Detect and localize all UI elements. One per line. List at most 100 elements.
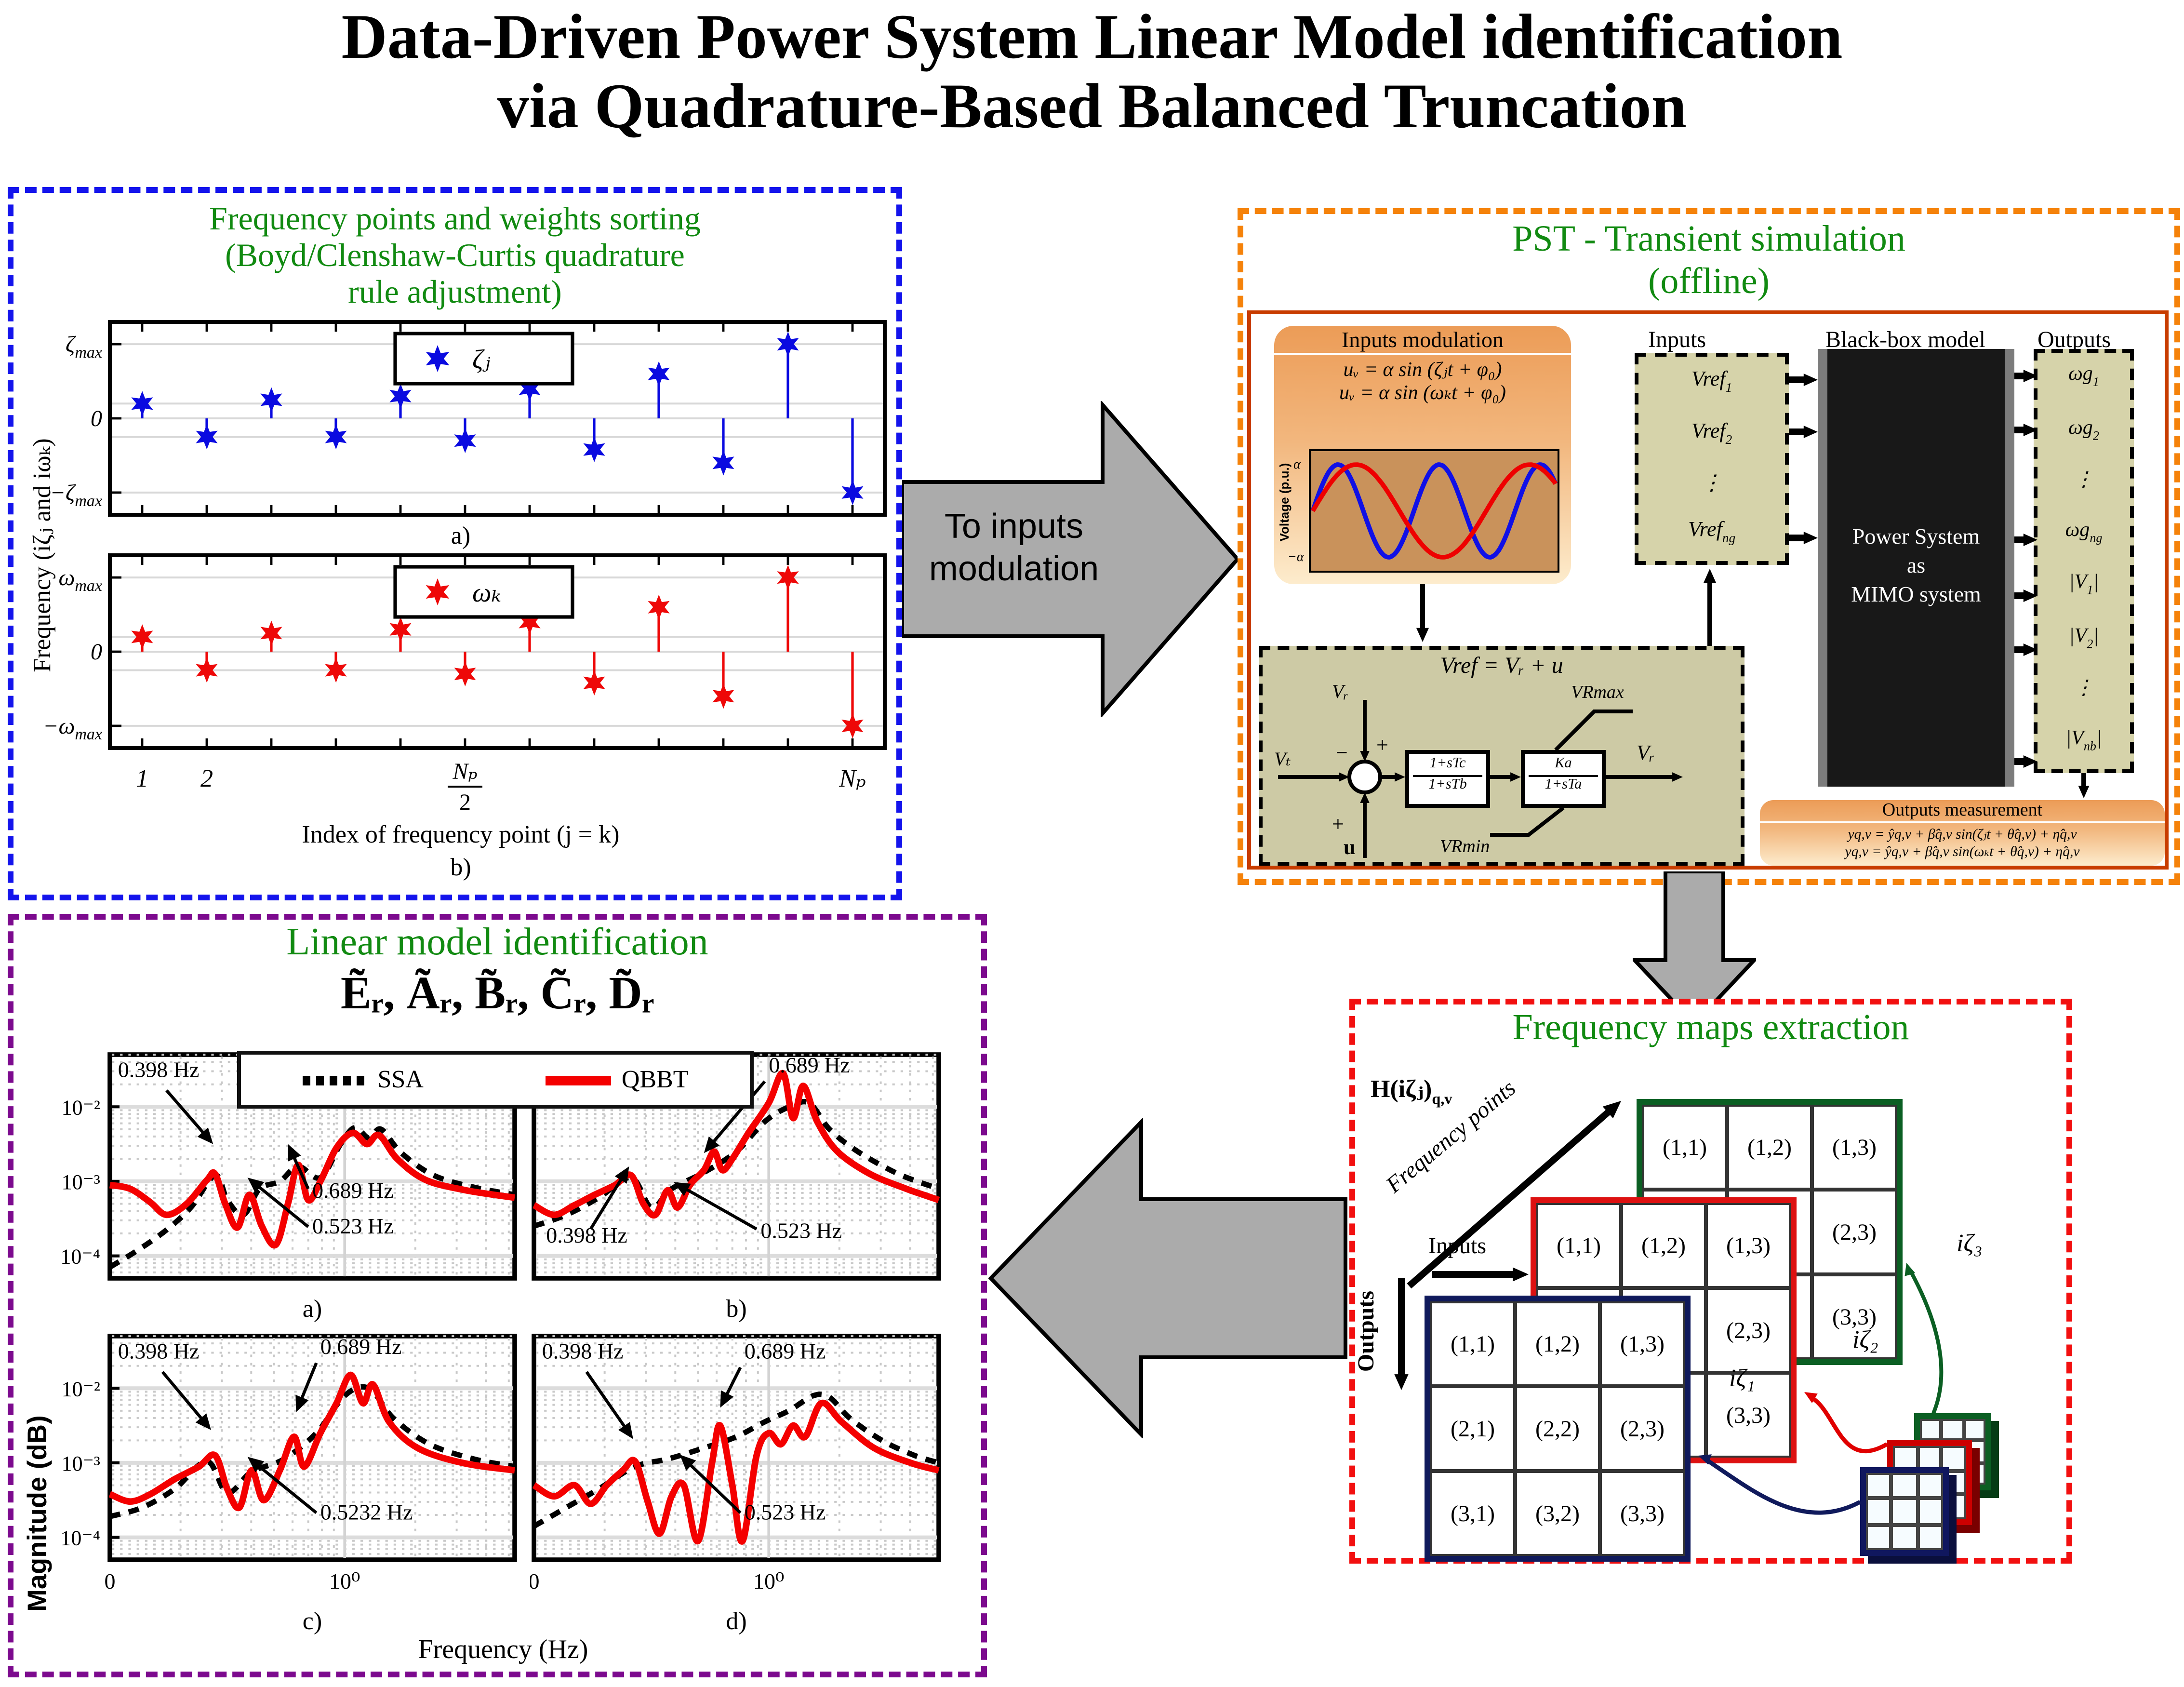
- zeta3-matrix-cell-5: (2,3): [1812, 1190, 1897, 1274]
- annotation-arrow: [254, 1183, 309, 1228]
- zeta3-matrix-cell-0: (1,1): [1642, 1105, 1727, 1190]
- xtick-label: 2: [200, 765, 213, 792]
- legend-label: ζⱼ: [472, 345, 491, 375]
- avr-vrmin-label: VRmin: [1440, 839, 1490, 858]
- ident-xlabel: Frequency (Hz): [418, 1637, 588, 1666]
- zeta1-matrix-cell-4: (2,2): [1515, 1386, 1600, 1471]
- output-item-2: ⋮: [2074, 471, 2094, 493]
- izeta1-curve: [1705, 1458, 1862, 1515]
- input-to-blackbox-arrow-head: [1803, 531, 1818, 545]
- ytick-label: −ωmax: [43, 713, 102, 743]
- stem-marker: [196, 424, 218, 450]
- pst-inner-box: Inputs Black-box model Outputs Inputs mo…: [1247, 310, 2169, 870]
- output-item-5: |V2|: [2069, 626, 2099, 652]
- stem-marker: [131, 391, 153, 416]
- zeta2-matrix-cell-5: (2,3): [1706, 1288, 1791, 1373]
- stem-plot-zeta: ζmax 0 −ζmax ζⱼ: [50, 320, 887, 517]
- stem-marker: [454, 661, 476, 686]
- tf1-to-tf2-head: [1510, 772, 1521, 782]
- ssa-line-sample: [302, 1075, 368, 1084]
- u-arrow-head: [1360, 792, 1370, 803]
- annotation-label: 0.523 Hz: [760, 1218, 842, 1243]
- stem-marker: [519, 376, 541, 402]
- bode-plot-d: 0.398 Hz 0.689 Hz 0.523 Hz 0 10⁰: [530, 1334, 941, 1593]
- maps-arrows-overlay: [1394, 1101, 1944, 1515]
- annotation-arrow-head: [195, 1413, 211, 1430]
- zeta3-matrix-cell-8: (3,3): [1812, 1274, 1897, 1359]
- stem-marker: [260, 387, 282, 413]
- input-to-blackbox-arrow-head: [1803, 373, 1818, 387]
- stem-plot-omega: ωmax 0 −ωmax ωₖ 1 2 Nₚ 2 Nₚ: [43, 553, 887, 815]
- bode-ytick: 10⁻³: [62, 1170, 100, 1194]
- ident-panel: Linear model identification Ẽᵣ, Ãᵣ, B̃ᵣ,…: [8, 914, 987, 1677]
- qbbt-line-sample: [546, 1075, 612, 1084]
- bode-legend: SSA QBBT: [237, 1051, 754, 1109]
- zeta1-matrix-cell-7: (3,2): [1515, 1471, 1600, 1556]
- ident-matrices-line: Ẽᵣ, Ãᵣ, B̃ᵣ, C̃ᵣ, D̃ᵣ: [340, 970, 654, 1020]
- avr-vr-out-label: Vᵣ: [1637, 742, 1655, 765]
- bode-ytick: 10⁻²: [62, 1377, 100, 1401]
- annotation-label: 0.5232 Hz: [320, 1500, 413, 1524]
- bode-xtick-1: 10⁰: [329, 1569, 360, 1593]
- annotation-label: 0.523 Hz: [745, 1500, 826, 1524]
- ytick-label: ωmax: [58, 565, 102, 595]
- arrow-label-l2: modulation: [929, 549, 1099, 588]
- annotation-arrow: [291, 1152, 310, 1190]
- stem-b-label: b): [450, 852, 471, 881]
- to-inputs-modulation-label: To inputs modulation: [906, 505, 1122, 590]
- annotation-arrow: [686, 1460, 742, 1514]
- izeta2-head: [1804, 1392, 1818, 1403]
- pst-connector-arrows: [1416, 369, 2090, 798]
- sorting-title-l3: rule adjustment): [348, 274, 562, 310]
- mini-grid-cell: [1917, 1446, 1942, 1471]
- zeta1-matrix-cell-5: (2,3): [1600, 1386, 1685, 1471]
- vr-top-arrow-head: [1360, 751, 1370, 762]
- mini-grid-cell: [1866, 1473, 1892, 1499]
- input-to-blackbox-arrow-head: [1803, 425, 1818, 439]
- annotation-arrow-head: [614, 1166, 629, 1184]
- sorting-title-l1: Frequency points and weights sorting: [209, 201, 701, 237]
- blackbox-left-strip: [1818, 349, 1827, 787]
- outputs-measurement-box: Outputs measurement yq,v = ŷq,v + β̂q,v …: [1760, 800, 2165, 866]
- zeta1-matrix: (1,1) (1,2) (1,3) (2,1) (2,2) (2,3) (3,1) (3,2)…: [1425, 1296, 1691, 1562]
- bode-c-label: c): [302, 1606, 322, 1635]
- stem-marker: [131, 624, 153, 650]
- avr-tf2-num: Ka: [1529, 755, 1598, 776]
- ident-title: Linear model identification: [286, 922, 708, 964]
- zeta1-matrix-cell-2: (1,3): [1600, 1301, 1685, 1386]
- zeta3-matrix-cell-1: (1,2): [1727, 1105, 1812, 1190]
- stem-marker: [389, 617, 412, 642]
- stem-marker: [519, 609, 541, 635]
- zeta2-matrix-cell-8: (3,3): [1706, 1373, 1791, 1458]
- pst-title: PST - Transient simulation (offline): [1243, 220, 2174, 305]
- sorting-title: Frequency points and weights sorting (Bo…: [13, 201, 896, 310]
- zeta2-matrix-cell-2: (1,3): [1706, 1203, 1791, 1288]
- zeta1-matrix-cell-3: (2,1): [1430, 1386, 1515, 1471]
- avr-to-inputs-arrow-head: [1703, 569, 1717, 583]
- mini-grid-cell: [1891, 1524, 1918, 1550]
- annotation-label: 0.689 Hz: [312, 1178, 394, 1203]
- modulation-sine-plot: [1309, 449, 1559, 573]
- bode-a-label: a): [302, 1294, 322, 1323]
- maps-panel: Frequency maps extraction H(iζⱼ)q,v Freq…: [1349, 999, 2072, 1564]
- ytick-label: −ζmax: [50, 480, 102, 510]
- mini-grid-2: [1860, 1467, 1949, 1556]
- blackbox-column-label: Black-box model: [1825, 326, 1985, 353]
- legend-qbbt-label: QBBT: [621, 1064, 689, 1093]
- vref-item-2: ⋮: [1701, 472, 1722, 496]
- blackbox-to-output-arrow-head: [2023, 755, 2038, 768]
- stem-marker: [583, 670, 605, 696]
- annotation-arrow-head: [247, 1457, 265, 1473]
- vref-item-0: Vref1: [1691, 367, 1732, 395]
- h-label-sub: q,v: [1432, 1090, 1452, 1108]
- annotation-arrow: [709, 1080, 766, 1146]
- tf2-out-head: [1672, 772, 1683, 782]
- izeta3-curve: [1908, 1270, 1944, 1414]
- stem-marker: [712, 683, 734, 709]
- blackbox-text-l2: as: [1906, 555, 1926, 578]
- blackbox-to-output-arrow-head: [2023, 533, 2038, 547]
- avr-tf1-block: 1+sTc 1+sTb: [1405, 750, 1490, 808]
- annotation-label: 0.398 Hz: [542, 1339, 624, 1363]
- saturation-min: [1490, 806, 1565, 837]
